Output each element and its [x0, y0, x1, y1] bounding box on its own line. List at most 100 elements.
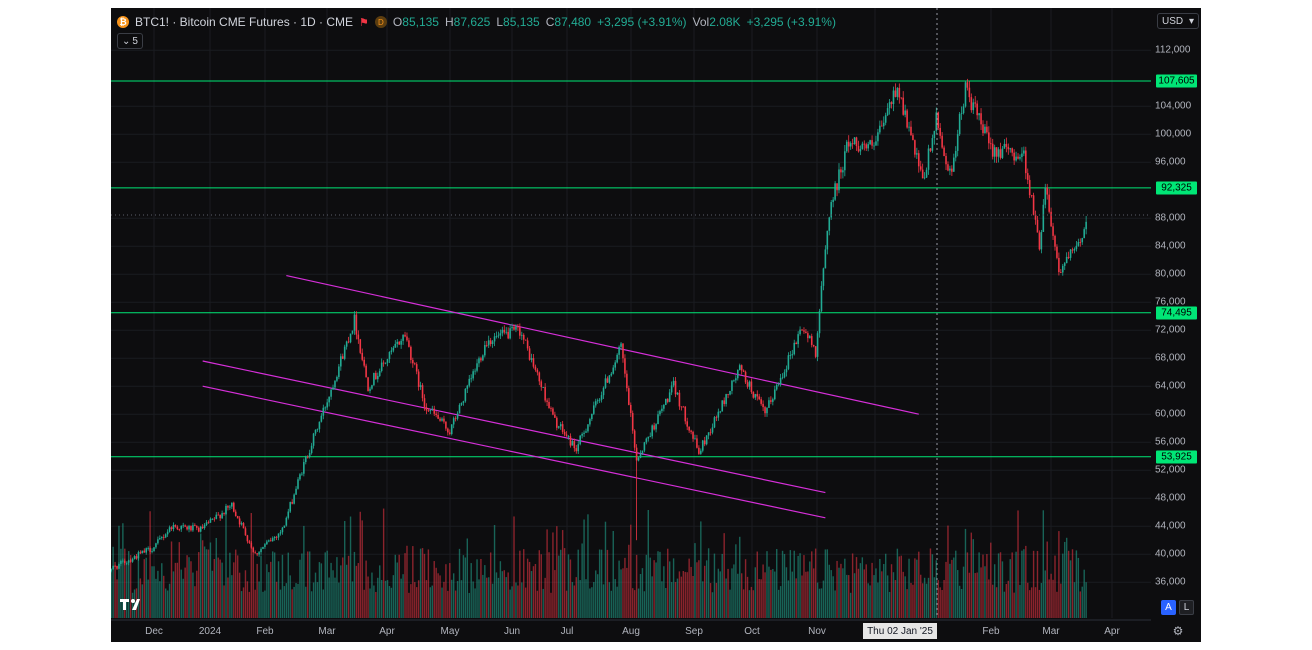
channel-line[interactable] — [202, 385, 826, 519]
candle-body — [635, 447, 638, 461]
volume-bar — [995, 587, 998, 618]
volume-bar — [929, 548, 932, 618]
volume-bar — [143, 559, 145, 618]
volume-bar — [264, 590, 266, 618]
channel-line[interactable] — [286, 275, 919, 415]
volume-bar — [1015, 551, 1017, 618]
candle-body — [1065, 256, 1068, 264]
flag-icon[interactable]: ⚑ — [359, 16, 369, 29]
candle-body — [822, 268, 825, 286]
volume-bar — [770, 569, 772, 618]
symbol-title[interactable]: BTC1! · Bitcoin CME Futures · 1D · CME — [135, 15, 354, 29]
volume-bar — [207, 549, 210, 618]
price-chart[interactable] — [111, 8, 1201, 642]
price-tick-label: 60,000 — [1155, 408, 1186, 420]
volume-bar — [523, 549, 525, 618]
channel-line[interactable] — [202, 360, 826, 494]
candle-body — [591, 413, 593, 420]
candle-body — [847, 141, 850, 147]
candle-body — [964, 82, 967, 107]
candle-body — [369, 388, 371, 391]
candle-body — [559, 424, 562, 427]
volume-bar — [838, 567, 840, 618]
volume-bar — [524, 587, 527, 618]
candle-body — [421, 385, 424, 399]
bitcoin-icon: ₿ — [117, 16, 129, 28]
candle-body — [1063, 263, 1066, 266]
candle-body — [773, 389, 776, 400]
auto-scale-button[interactable]: A — [1161, 600, 1176, 615]
open-value: 85,135 — [402, 15, 439, 29]
gear-icon[interactable]: ⚙ — [1172, 624, 1184, 638]
candle-body — [159, 538, 161, 540]
volume-bar — [779, 586, 782, 618]
volume-bar — [1046, 541, 1048, 618]
candle-body — [916, 153, 918, 155]
volume-bar — [128, 551, 130, 618]
volume-bar — [421, 548, 424, 618]
volume-bar — [528, 561, 531, 618]
volume-bar — [846, 574, 848, 618]
volume-bar — [993, 564, 996, 618]
candle-body — [1028, 179, 1031, 196]
candle-body — [462, 401, 465, 403]
candle-body — [287, 511, 290, 518]
currency-select[interactable]: USD ▾ — [1157, 13, 1199, 29]
candle-body — [417, 371, 420, 387]
candle-body — [1048, 194, 1050, 212]
volume-bar — [351, 581, 354, 618]
candle-body — [709, 432, 712, 434]
volume-bar — [1079, 591, 1081, 618]
volume-bar — [898, 556, 901, 618]
candle-body — [318, 421, 321, 430]
candle-body — [598, 399, 601, 401]
tradingview-logo-icon[interactable] — [119, 596, 145, 612]
dividend-badge[interactable]: D — [374, 16, 387, 28]
close-value: 87,480 — [554, 15, 592, 29]
volume-bar — [297, 583, 299, 618]
candle-body — [744, 371, 747, 383]
volume-bar — [478, 579, 480, 618]
price-tick-label: 76,000 — [1155, 296, 1186, 308]
candle-body — [361, 352, 364, 360]
volume-bar — [328, 577, 330, 618]
volume-bar — [752, 590, 755, 618]
candle-body — [894, 90, 897, 97]
log-scale-button[interactable]: L — [1179, 600, 1194, 615]
candle-body — [807, 333, 809, 339]
collapse-indicators-button[interactable]: ⌄ 5 — [117, 33, 143, 49]
volume-bar — [386, 580, 389, 618]
candle-body — [628, 388, 630, 405]
candle-body — [240, 523, 243, 525]
candle-body — [670, 385, 673, 393]
candle-body — [812, 344, 815, 347]
candle-body — [869, 140, 871, 145]
candle-body — [338, 366, 340, 377]
price-tick-label: 96,000 — [1155, 156, 1186, 168]
candle-body — [618, 346, 620, 355]
candle-body — [997, 149, 1000, 157]
chart-frame[interactable]: ₿ BTC1! · Bitcoin CME Futures · 1D · CME… — [111, 8, 1201, 642]
candle-body — [470, 378, 472, 380]
candle-body — [923, 177, 926, 179]
volume-bar — [886, 575, 889, 618]
candle-body — [631, 412, 634, 431]
candle-body — [384, 362, 387, 364]
candle-body — [1046, 187, 1049, 195]
volume-bar — [347, 555, 350, 618]
volume-bar — [711, 592, 714, 618]
volume-bar — [723, 533, 725, 618]
candle-body — [799, 329, 801, 335]
candle-body — [289, 502, 292, 512]
volume-bar — [820, 588, 823, 618]
candle-body — [548, 401, 550, 409]
price-tick-label: 100,000 — [1155, 128, 1192, 140]
candle-body — [793, 342, 796, 355]
candle-body — [875, 141, 877, 146]
volume-bar — [384, 580, 387, 618]
volume-bar — [941, 589, 943, 618]
volume-bar — [713, 553, 716, 618]
candle-body — [945, 156, 947, 165]
price-tick-label: 72,000 — [1155, 324, 1186, 336]
candle-body — [283, 525, 286, 528]
